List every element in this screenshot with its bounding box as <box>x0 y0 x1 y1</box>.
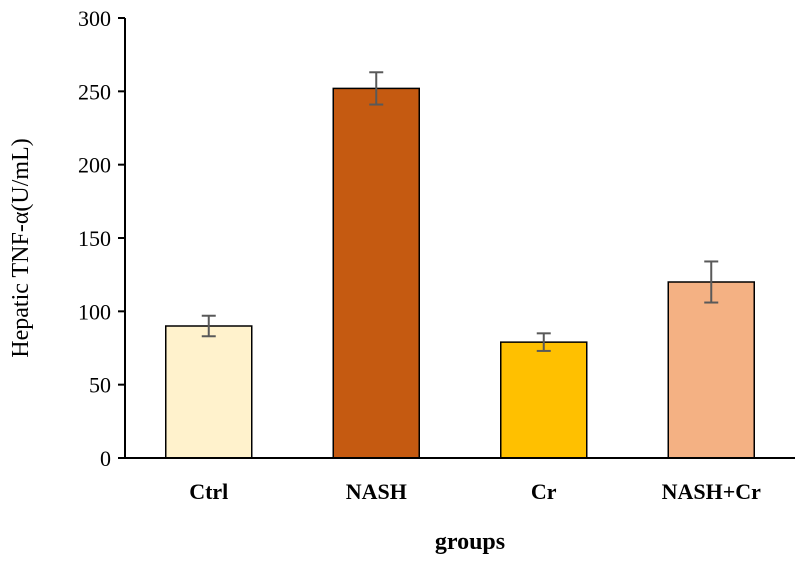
x-category-label: Ctrl <box>189 479 228 504</box>
y-tick-label: 200 <box>78 153 111 178</box>
x-category-label: Cr <box>531 479 557 504</box>
y-tick-label: 50 <box>89 373 111 398</box>
y-tick-label: 0 <box>100 446 111 471</box>
y-axis-title: Hepatic TNF-α(U/mL) <box>8 138 34 357</box>
x-category-label: NASH <box>346 479 407 504</box>
y-axis-ticks: 0 50 100 150 200 250 300 <box>78 6 125 471</box>
x-axis-title: groups <box>435 529 505 555</box>
y-tick-label: 150 <box>78 226 111 251</box>
x-category-label: NASH+Cr <box>662 479 762 504</box>
y-tick-label: 100 <box>78 299 111 324</box>
bars <box>165 87 755 459</box>
bar <box>667 281 755 459</box>
y-tick-label: 250 <box>78 79 111 104</box>
error-bars <box>201 71 719 352</box>
bar <box>165 325 253 459</box>
y-tick-label: 300 <box>78 6 111 31</box>
bar <box>500 341 588 459</box>
x-axis-category-labels: Ctrl NASH Cr NASH+Cr <box>189 479 761 504</box>
bar <box>332 87 420 459</box>
